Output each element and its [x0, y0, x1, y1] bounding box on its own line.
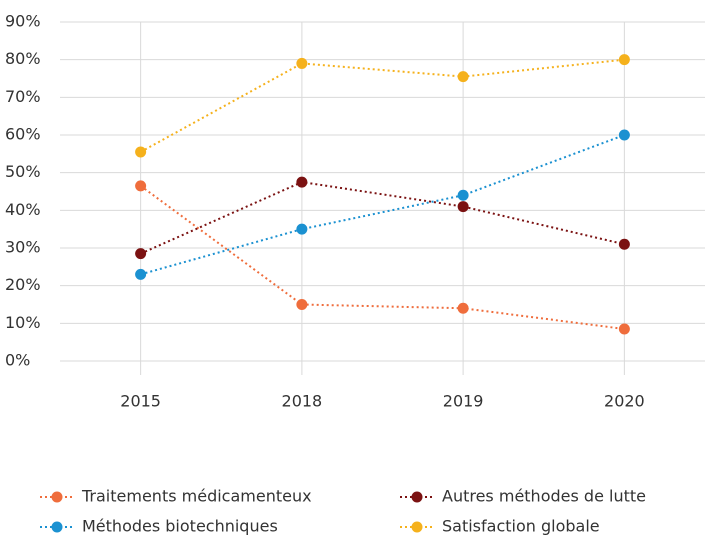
y-tick-label: 30% — [5, 238, 41, 257]
data-point — [618, 54, 630, 66]
data-point — [135, 146, 147, 158]
legend-label: Méthodes biotechniques — [82, 517, 278, 536]
legend-label: Satisfaction globale — [442, 517, 600, 536]
y-tick-label: 50% — [5, 162, 41, 181]
data-point — [296, 223, 308, 235]
y-tick-label: 80% — [5, 49, 41, 68]
data-point — [135, 268, 147, 280]
y-tick-label: 40% — [5, 200, 41, 219]
y-tick-label: 60% — [5, 125, 41, 144]
data-point — [618, 238, 630, 250]
series-line — [140, 181, 625, 255]
data-point — [296, 299, 308, 310]
legend-marker — [411, 521, 423, 533]
legend-marker — [51, 491, 63, 503]
y-tick-label: 0% — [5, 351, 30, 370]
data-point — [618, 323, 630, 335]
legend-label: Traitements médicamenteux — [81, 487, 312, 506]
legend-label: Autres méthodes de lutte — [442, 487, 646, 506]
x-tick-label: 2018 — [282, 392, 323, 411]
series-line — [140, 185, 625, 330]
data-point — [457, 189, 469, 201]
x-tick-label: 2020 — [604, 392, 645, 411]
data-point — [618, 129, 630, 141]
x-tick-label: 2015 — [120, 392, 161, 411]
y-tick-label: 20% — [5, 275, 41, 294]
series-line — [140, 134, 625, 276]
series-line — [140, 58, 625, 153]
data-point — [457, 71, 469, 83]
data-point — [457, 201, 469, 213]
y-tick-label: 90% — [5, 12, 41, 31]
x-tick-label: 2019 — [443, 392, 484, 411]
data-point — [135, 248, 147, 260]
y-tick-label: 10% — [5, 313, 41, 332]
legend-marker — [51, 521, 63, 533]
data-point — [457, 302, 469, 314]
legend-marker — [411, 491, 423, 503]
y-tick-label: 70% — [5, 87, 41, 106]
data-point — [135, 180, 147, 192]
data-point — [296, 57, 308, 69]
data-point — [296, 176, 308, 188]
